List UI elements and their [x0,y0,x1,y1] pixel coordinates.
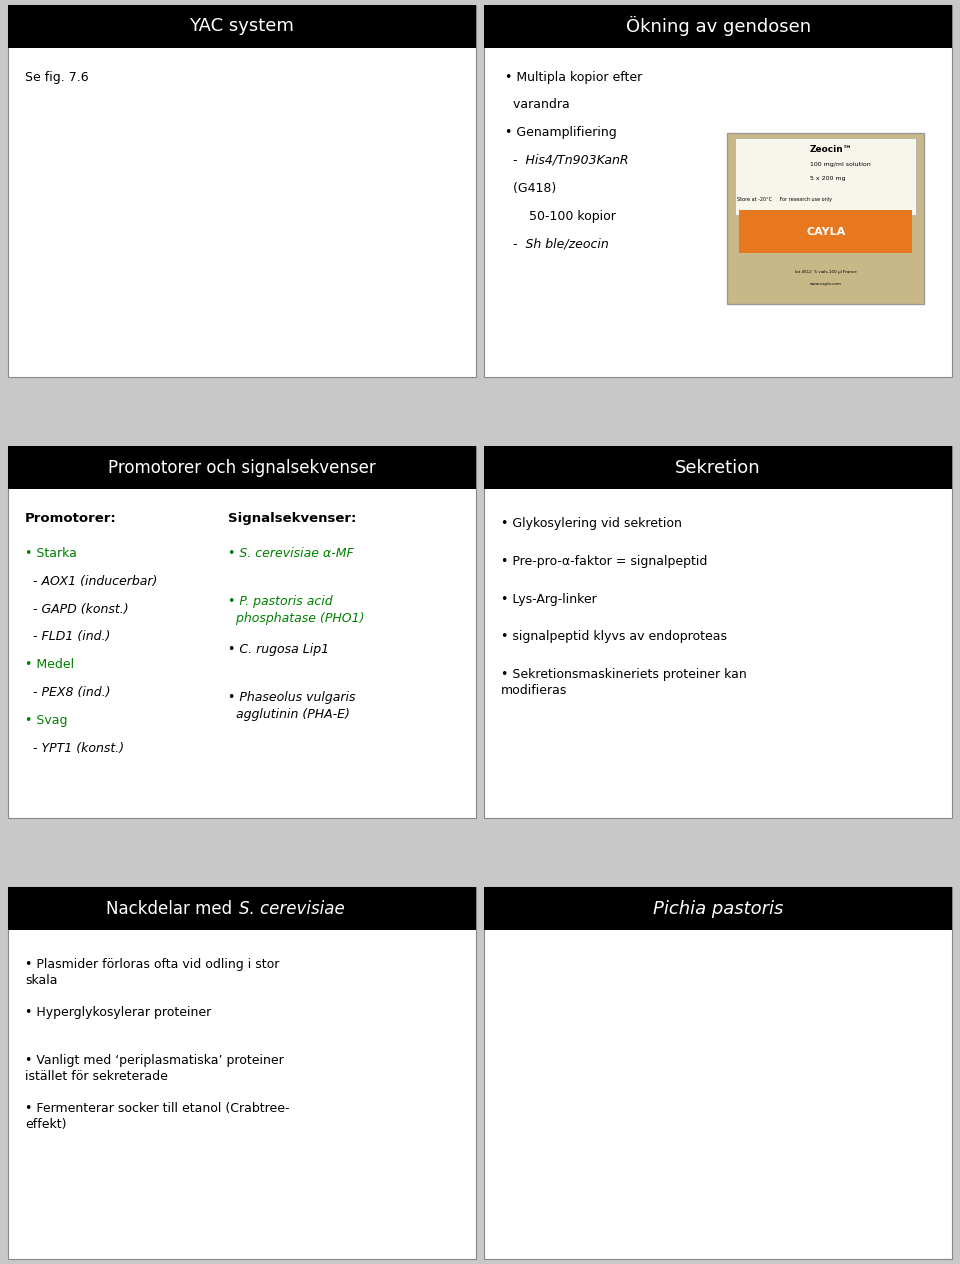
Text: • Plasmider förloras ofta vid odling i stor
skala: • Plasmider förloras ofta vid odling i s… [25,958,279,987]
Text: • Pre-pro-α-faktor = signalpeptid: • Pre-pro-α-faktor = signalpeptid [501,555,708,568]
Text: S. cerevisiae: S. cerevisiae [239,900,345,918]
Text: 50-100 kopior: 50-100 kopior [505,210,615,222]
Text: Nackdelar med: Nackdelar med [106,900,237,918]
Polygon shape [648,1028,715,1088]
Text: Sekretion: Sekretion [675,459,761,477]
Text: -  His4/Tn903KanR: - His4/Tn903KanR [505,154,629,167]
Text: - AOX1 (inducerbar): - AOX1 (inducerbar) [25,575,157,588]
Polygon shape [667,1034,781,1143]
Polygon shape [655,1034,708,1082]
Text: Pichia pastoris: Pichia pastoris [653,900,783,918]
Text: Zeocin™: Zeocin™ [810,145,852,154]
Polygon shape [601,977,835,1212]
Text: • signalpeptid klyvs av endoproteas: • signalpeptid klyvs av endoproteas [501,631,727,643]
Polygon shape [755,1006,779,1025]
Polygon shape [675,1165,689,1181]
Text: • Medel: • Medel [25,659,74,671]
Text: • C. rugosa Lip1: • C. rugosa Lip1 [228,643,329,656]
Text: • Svag: • Svag [25,714,67,727]
Polygon shape [634,1114,662,1135]
Polygon shape [742,1170,755,1183]
Text: Se fig. 7.6: Se fig. 7.6 [25,71,88,83]
Text: - GAPD (konst.): - GAPD (konst.) [25,603,129,616]
Text: • Multipla kopior efter: • Multipla kopior efter [505,71,642,83]
Text: Promotorer och signalsekvenser: Promotorer och signalsekvenser [108,459,375,477]
Text: • Starka: • Starka [25,547,77,560]
Text: Ökning av gendosen: Ökning av gendosen [626,16,810,37]
Text: • Sekretionsmaskineriets proteiner kan
modifieras: • Sekretionsmaskineriets proteiner kan m… [501,669,747,698]
Text: • Glykosylering vid sekretion: • Glykosylering vid sekretion [501,517,682,530]
Text: • S. cerevisiae α-MF: • S. cerevisiae α-MF [228,547,353,560]
Text: lot 4512  5 vials-100 µl France: lot 4512 5 vials-100 µl France [795,270,856,274]
Polygon shape [661,1028,787,1149]
Polygon shape [610,986,827,1203]
Text: 5 x 200 mg: 5 x 200 mg [810,176,846,181]
Polygon shape [791,1106,803,1119]
Polygon shape [644,1021,659,1035]
Text: • Lys-Arg-linker: • Lys-Arg-linker [501,593,597,605]
Text: YAC system: YAC system [189,18,295,35]
Text: Signalsekvenser:: Signalsekvenser: [228,512,356,525]
Text: - PEX8 (ind.): - PEX8 (ind.) [25,686,110,699]
Text: Promotorer:: Promotorer: [25,512,117,525]
Polygon shape [770,1036,799,1055]
Polygon shape [687,1149,724,1173]
Text: - YPT1 (konst.): - YPT1 (konst.) [25,742,124,755]
Text: • Hyperglykosylerar proteiner: • Hyperglykosylerar proteiner [25,1006,211,1019]
Text: • Fermenterar socker till etanol (Crabtree-
effekt): • Fermenterar socker till etanol (Crabtr… [25,1102,290,1131]
Text: CAYLA: CAYLA [806,226,846,236]
Text: Store at -20°C     For research use only: Store at -20°C For research use only [737,197,832,201]
Polygon shape [798,1059,807,1069]
Text: • Phaseolus vulgaris
  agglutinin (PHA‑E): • Phaseolus vulgaris agglutinin (PHA‑E) [228,691,355,720]
Polygon shape [763,1031,806,1060]
Text: varandra: varandra [505,99,569,111]
Text: (G418): (G418) [505,182,556,195]
Text: www.cayla.com: www.cayla.com [810,282,842,286]
Text: • P. pastoris acid
  phosphatase (PHO1): • P. pastoris acid phosphatase (PHO1) [228,595,365,624]
Text: 1 μm: 1 μm [732,1224,753,1232]
Text: • Genamplifiering: • Genamplifiering [505,126,616,139]
Polygon shape [630,1077,642,1088]
Text: • Vanligt med ‘periplasmatiska’ proteiner
istället för sekreterade: • Vanligt med ‘periplasmatiska’ proteine… [25,1054,284,1083]
Text: - FLD1 (ind.): - FLD1 (ind.) [25,631,110,643]
Polygon shape [761,1131,796,1155]
Text: -  Sh ble/zeocin: - Sh ble/zeocin [505,238,609,250]
Text: 100 mg/ml solution: 100 mg/ml solution [810,162,871,167]
